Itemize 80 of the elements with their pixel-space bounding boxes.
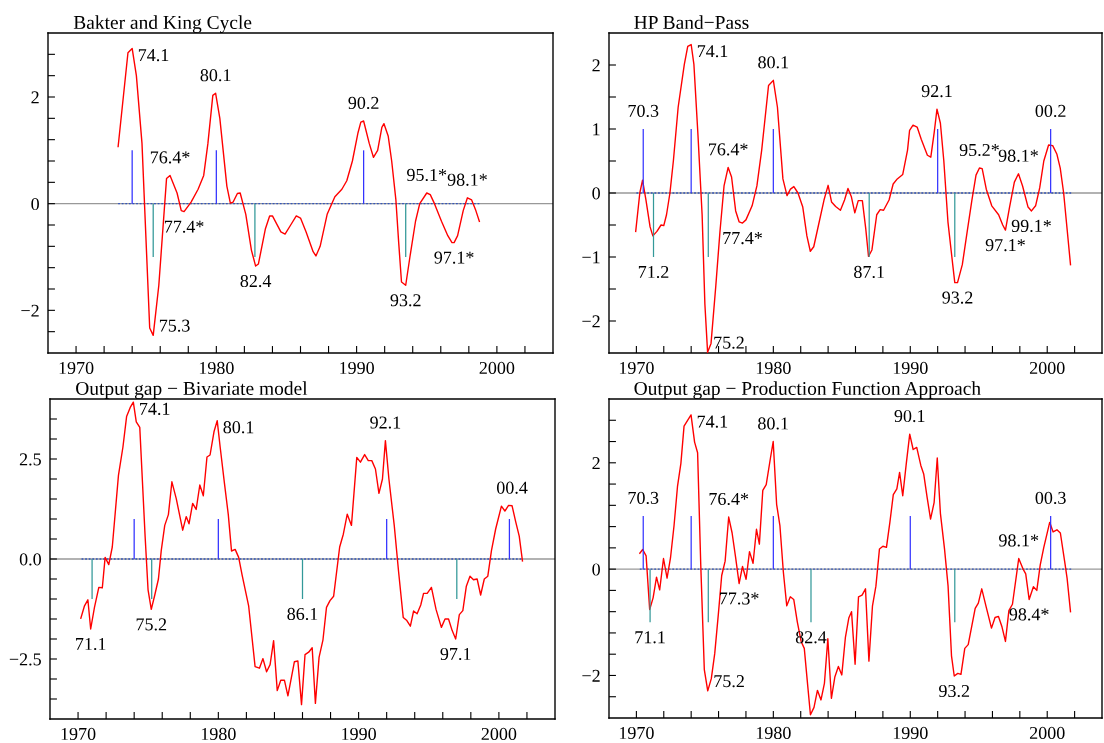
annotation: 00.3: [1035, 491, 1066, 505]
x-tick-label: 1980: [199, 361, 234, 375]
x-tick-label: 1970: [59, 361, 94, 375]
annotation: 95.1*: [407, 168, 447, 182]
chart-title: Output gap − Production Function Approach: [634, 381, 981, 399]
annotation: 71.1: [635, 631, 665, 644]
annotation: 80.1: [223, 421, 254, 434]
annotation: 00.4: [496, 481, 528, 494]
x-tick-label: 1970: [619, 361, 654, 375]
x-tick-label: 1990: [340, 361, 374, 375]
annotation: 93.2: [942, 291, 973, 304]
annotation: 97.1*: [985, 239, 1025, 252]
x-tick-label: 2000: [479, 361, 515, 375]
annotation: 75.2: [136, 618, 167, 631]
annotation: 77.4*: [164, 220, 204, 233]
annotation: 77.4*: [723, 232, 762, 245]
y-tick-label: 2: [592, 59, 600, 72]
annotation: 74.1: [697, 45, 728, 58]
y-tick-label: 2: [592, 457, 600, 470]
annotation: 80.1: [758, 56, 789, 69]
x-tick-label: 1980: [756, 361, 791, 375]
x-tick-label: 1980: [201, 727, 236, 741]
annotation: 76.4*: [709, 492, 749, 506]
annotation: 80.1: [200, 69, 231, 82]
x-tick-label: 2000: [1029, 361, 1065, 375]
annotation: 77.3*: [719, 592, 759, 605]
annotation: 71.1: [76, 637, 106, 651]
annotation: 70.3: [628, 104, 659, 118]
annotation: 75.2: [714, 675, 744, 688]
x-tick-label: 1990: [893, 361, 928, 375]
x-tick-label: 1980: [756, 726, 791, 740]
y-tick-label: 2.5: [19, 453, 41, 466]
annotation: 92.1: [921, 85, 952, 98]
annotation: 86.1: [287, 607, 318, 621]
y-tick-label: 0: [31, 197, 39, 211]
annotation: 99.1*: [1011, 219, 1051, 233]
chart-title: HP Band−Pass: [634, 15, 749, 30]
annotation: 00.2: [1035, 104, 1066, 118]
annotation: 76.4*: [709, 143, 748, 156]
y-tick-label: 0.0: [19, 553, 41, 566]
annotation: 74.1: [140, 402, 170, 415]
annotation: 90.1: [894, 409, 925, 423]
annotation: 87.1: [854, 265, 884, 279]
annotation: 97.1: [440, 647, 471, 661]
y-tick-label: 0: [592, 563, 600, 576]
chart-title: Output gap − Bivariate model: [76, 381, 308, 399]
x-tick-label: 1970: [61, 727, 96, 741]
y-tick-label: −2.5: [9, 653, 41, 666]
y-tick-label: −2: [582, 669, 600, 682]
y-tick-label: 0: [592, 187, 600, 200]
annotation: 80.1: [758, 417, 788, 430]
y-tick-label: 2: [31, 91, 39, 104]
annotation: 74.1: [697, 415, 728, 428]
annotation: 76.4*: [150, 151, 190, 164]
annotation: 82.4: [240, 274, 272, 288]
annotation: 75.3: [159, 319, 190, 332]
annotation: 95.2*: [959, 143, 999, 157]
y-tick-label: −2: [21, 304, 39, 317]
annotation: 93.2: [939, 684, 970, 698]
annotation: 70.3: [628, 491, 659, 505]
annotation: 98.1*: [999, 534, 1039, 547]
annotation: 92.1: [370, 416, 401, 429]
annotation: 93.2: [390, 294, 421, 307]
x-tick-label: 2000: [481, 727, 517, 741]
x-tick-label: 2000: [1029, 726, 1065, 740]
y-tick-label: 1: [593, 123, 600, 136]
x-tick-label: 1970: [619, 726, 654, 740]
annotation: 71.2: [638, 265, 669, 279]
y-tick-label: −1: [582, 251, 600, 264]
annotation: 74.1: [138, 49, 169, 62]
annotation: 97.1*: [434, 251, 474, 264]
annotation: 98.1*: [998, 149, 1038, 162]
x-tick-label: 1990: [342, 727, 376, 741]
annotation: 75.2: [714, 336, 744, 349]
y-tick-label: −2: [582, 315, 600, 328]
x-tick-label: 1990: [893, 726, 928, 740]
chart-title: Bakter and King Cycle: [73, 15, 252, 33]
annotation: 98.4*: [1009, 608, 1049, 621]
annotation: 90.2: [348, 96, 379, 110]
annotation: 98.1*: [447, 173, 487, 186]
